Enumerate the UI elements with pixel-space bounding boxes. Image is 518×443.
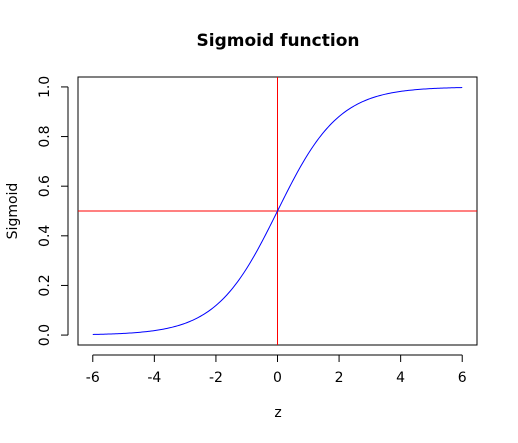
y-tick-label: 0.6	[37, 175, 53, 197]
x-tick-label: 6	[458, 370, 467, 386]
x-tick-label: 0	[273, 370, 282, 386]
x-axis: -6 -4 -2 0 2 4 6	[86, 354, 467, 386]
y-axis: 0.0 0.2 0.4 0.6 0.8 1.0	[37, 76, 69, 346]
x-tick-label: -4	[147, 370, 161, 386]
y-tick-label: 0.2	[37, 274, 53, 296]
chart-title: Sigmoid function	[197, 31, 360, 51]
x-axis-label: z	[274, 405, 281, 421]
x-tick-label: -6	[86, 370, 100, 386]
x-tick-label: 2	[335, 370, 344, 386]
x-tick-label: 4	[396, 370, 405, 386]
y-axis-label: Sigmoid	[5, 183, 21, 240]
y-tick-label: 0.4	[37, 225, 53, 247]
x-tick-label: -2	[209, 370, 223, 386]
y-tick-label: 0.0	[37, 324, 53, 346]
sigmoid-curve	[92, 87, 463, 335]
y-tick-label: 0.8	[37, 125, 53, 147]
y-tick-label: 1.0	[37, 76, 53, 98]
